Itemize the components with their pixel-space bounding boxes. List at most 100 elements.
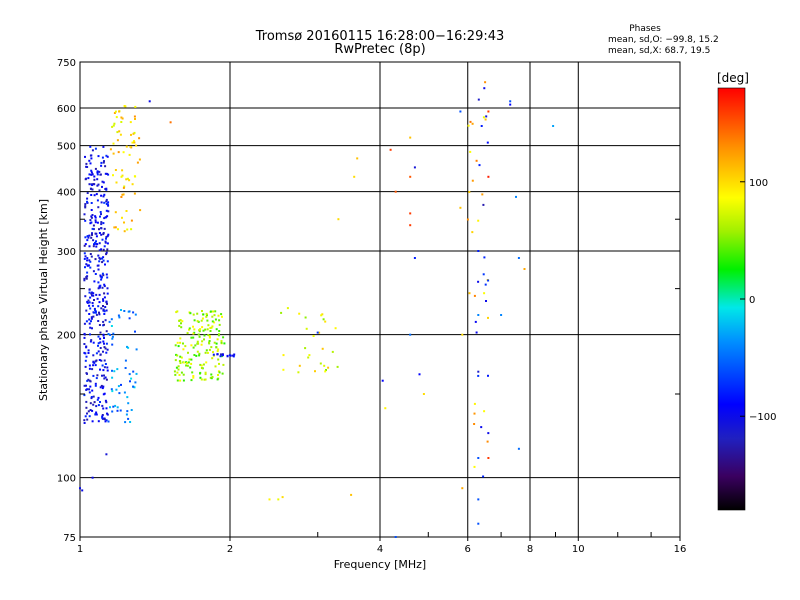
data-point bbox=[217, 370, 220, 373]
data-point bbox=[473, 402, 476, 405]
data-point bbox=[196, 350, 199, 353]
data-point bbox=[96, 171, 99, 174]
colorbar-ticks: 100 0 −100 bbox=[740, 178, 776, 423]
data-point bbox=[89, 145, 92, 148]
data-point bbox=[101, 286, 104, 289]
data-point bbox=[99, 274, 102, 277]
data-point bbox=[88, 388, 91, 391]
data-point bbox=[203, 334, 206, 337]
data-point bbox=[97, 206, 100, 209]
data-point bbox=[474, 320, 477, 323]
data-point bbox=[123, 310, 126, 312]
data-point bbox=[97, 335, 100, 338]
data-point bbox=[88, 301, 91, 304]
data-point bbox=[94, 147, 97, 150]
data-point bbox=[107, 204, 110, 207]
data-point bbox=[108, 320, 111, 323]
data-point bbox=[130, 409, 133, 411]
data-point bbox=[218, 333, 220, 336]
data-point bbox=[282, 354, 285, 357]
data-point bbox=[331, 350, 334, 353]
data-point bbox=[98, 293, 101, 296]
data-point bbox=[133, 115, 136, 118]
data-point bbox=[218, 362, 220, 365]
data-point bbox=[469, 150, 472, 153]
data-point bbox=[199, 328, 202, 331]
data-point bbox=[133, 141, 136, 144]
data-point bbox=[466, 218, 469, 221]
data-point bbox=[98, 313, 101, 316]
data-point bbox=[83, 279, 86, 282]
data-point bbox=[114, 226, 117, 229]
data-point bbox=[111, 343, 114, 346]
data-point bbox=[89, 326, 92, 329]
data-point bbox=[96, 199, 99, 202]
data-point bbox=[418, 373, 421, 376]
data-point bbox=[99, 401, 101, 403]
data-point bbox=[101, 415, 104, 418]
data-point bbox=[176, 341, 179, 344]
data-point bbox=[88, 367, 91, 370]
data-point bbox=[102, 232, 105, 234]
data-point bbox=[122, 193, 125, 196]
data-point bbox=[94, 384, 97, 387]
data-point bbox=[96, 297, 99, 300]
data-point bbox=[500, 314, 503, 316]
data-point bbox=[90, 194, 93, 196]
data-point bbox=[100, 359, 103, 362]
data-point bbox=[129, 421, 132, 423]
data-point bbox=[325, 369, 327, 371]
data-point bbox=[92, 403, 95, 406]
data-point bbox=[123, 230, 126, 233]
data-point bbox=[105, 253, 108, 256]
data-point bbox=[97, 155, 100, 158]
data-point bbox=[95, 235, 98, 238]
data-point bbox=[188, 358, 191, 361]
data-point bbox=[133, 140, 135, 143]
data-point bbox=[337, 218, 340, 221]
data-point bbox=[85, 277, 88, 280]
data-point bbox=[218, 371, 221, 374]
data-point bbox=[89, 307, 92, 310]
data-point bbox=[176, 379, 179, 382]
x-tick-label: 4 bbox=[377, 544, 383, 555]
data-point bbox=[86, 412, 88, 415]
data-point bbox=[86, 239, 89, 242]
data-point bbox=[91, 184, 94, 186]
data-point bbox=[84, 359, 87, 362]
data-point bbox=[105, 187, 108, 190]
data-point bbox=[206, 351, 209, 354]
data-point bbox=[484, 283, 487, 286]
data-point bbox=[471, 231, 474, 234]
data-point bbox=[120, 116, 123, 119]
data-point bbox=[231, 354, 234, 357]
data-point bbox=[196, 320, 199, 323]
data-point bbox=[101, 185, 103, 188]
data-point bbox=[90, 292, 93, 295]
data-point bbox=[107, 173, 110, 176]
data-point bbox=[104, 241, 107, 244]
data-point bbox=[120, 196, 123, 198]
data-point bbox=[92, 224, 95, 227]
data-point bbox=[102, 305, 104, 307]
data-point bbox=[134, 330, 136, 333]
data-point bbox=[99, 331, 102, 334]
data-point bbox=[210, 326, 213, 329]
data-point bbox=[99, 347, 102, 349]
data-point bbox=[89, 385, 92, 388]
data-point bbox=[121, 117, 124, 120]
data-point bbox=[107, 333, 110, 335]
data-point bbox=[100, 213, 102, 216]
data-point bbox=[483, 292, 486, 295]
data-point bbox=[85, 406, 88, 409]
data-point bbox=[268, 498, 271, 501]
data-point bbox=[98, 324, 101, 326]
data-point bbox=[487, 175, 490, 178]
data-point bbox=[134, 118, 136, 120]
data-point bbox=[221, 354, 224, 357]
data-point bbox=[102, 222, 105, 225]
data-point bbox=[134, 105, 137, 108]
data-point bbox=[112, 405, 115, 408]
data-point bbox=[218, 330, 221, 332]
data-point bbox=[409, 333, 412, 336]
